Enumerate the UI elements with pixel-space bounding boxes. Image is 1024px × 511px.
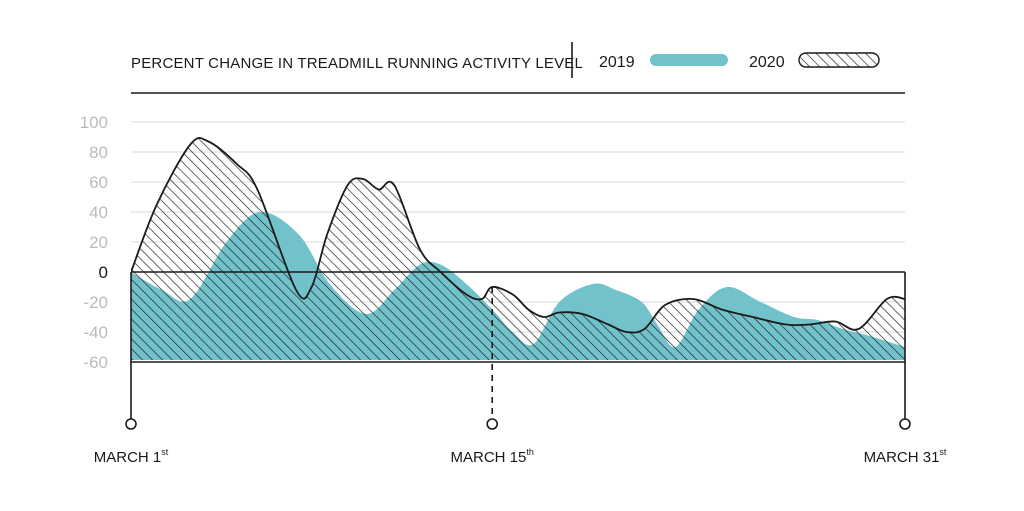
x-tick-label: MARCH 31st xyxy=(864,447,947,466)
axes xyxy=(131,271,905,363)
legend-label-2019: 2019 xyxy=(599,54,635,71)
x-marker-dot xyxy=(486,418,499,430)
y-tick-label: -40 xyxy=(83,323,108,342)
legend-swatch-2019 xyxy=(650,54,728,66)
plot-area xyxy=(131,136,905,360)
series-2020-line xyxy=(131,136,905,334)
x-axis-markers: MARCH 1st MARCH 15th MARCH 31st xyxy=(94,272,947,466)
series-2020-area xyxy=(131,137,905,360)
x-marker-dot xyxy=(125,418,137,430)
chart-title: PERCENT CHANGE IN TREADMILL RUNNING ACTI… xyxy=(131,55,583,72)
y-tick-label: 20 xyxy=(89,233,108,252)
legend-label-2020: 2020 xyxy=(749,54,785,71)
y-tick-label: -20 xyxy=(83,293,108,312)
x-tick-label: MARCH 1st xyxy=(94,447,169,466)
y-tick-label: 0 xyxy=(99,263,108,282)
y-axis-ticks: 100 80 60 40 20 0 -20 -40 -60 xyxy=(80,113,108,372)
legend: 2019 2020 xyxy=(599,52,880,71)
y-tick-label: 60 xyxy=(89,173,108,192)
y-tick-label: 80 xyxy=(89,143,108,162)
y-tick-label: 40 xyxy=(89,203,108,222)
x-marker-dot xyxy=(899,418,911,430)
y-tick-label: -60 xyxy=(83,353,108,372)
x-tick-label: MARCH 15th xyxy=(451,447,534,466)
legend-swatch-2020 xyxy=(798,52,880,68)
y-tick-label: 100 xyxy=(80,113,108,132)
